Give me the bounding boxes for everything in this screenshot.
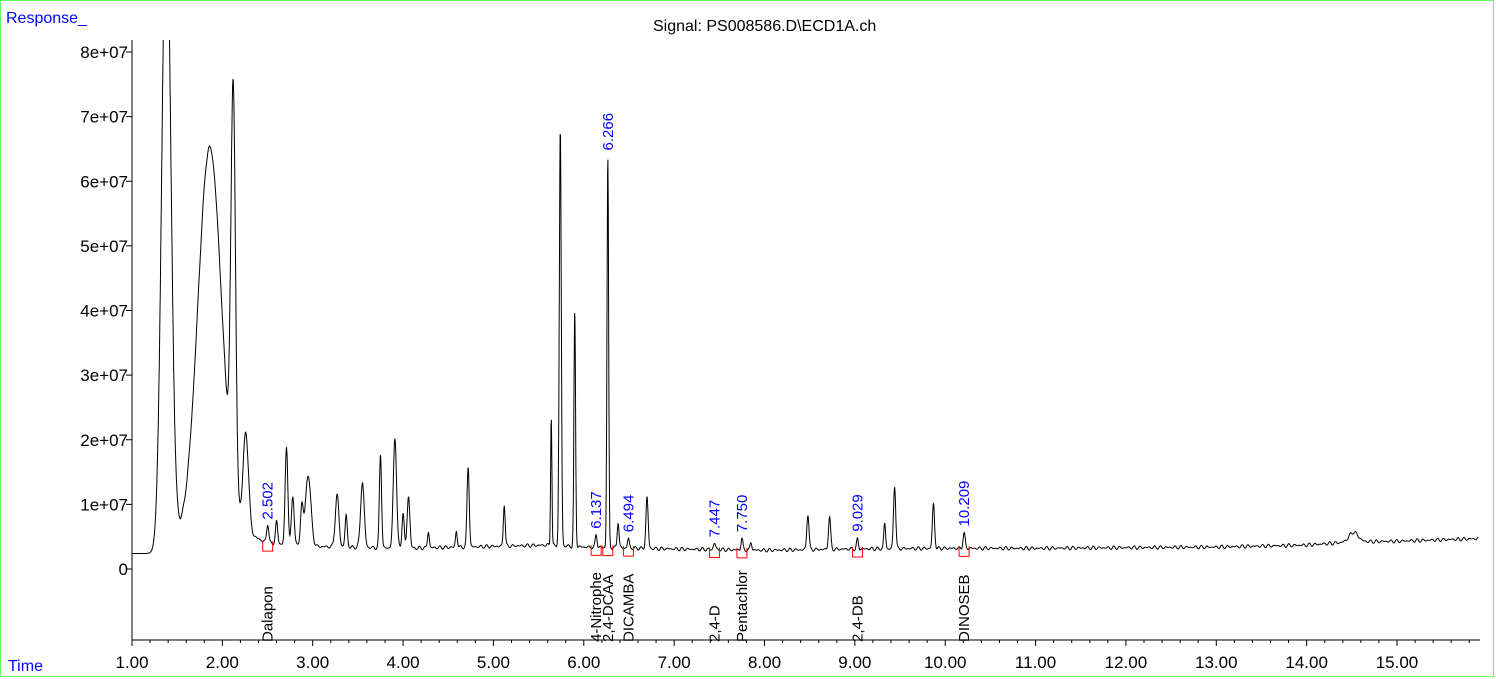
x-tick-label: 3.00 — [296, 653, 329, 672]
y-tick-label: 4e+07 — [80, 302, 128, 321]
compound-label: Pentachlor — [734, 570, 751, 642]
retention-time-label: 7.750 — [734, 495, 751, 533]
compound-label: 2,4-D — [707, 605, 724, 642]
signal-trace — [132, 40, 1479, 554]
x-tick-label: 13.00 — [1195, 653, 1238, 672]
y-tick-label: 1e+07 — [80, 495, 128, 514]
x-tick-label: 1.00 — [115, 653, 148, 672]
integration-baseline — [262, 541, 274, 552]
retention-time-label: 2.502 — [260, 482, 277, 520]
x-tick-label: 9.00 — [838, 653, 871, 672]
integration-baseline — [958, 546, 970, 557]
x-tick-label: 2.00 — [206, 653, 239, 672]
x-tick-label: 4.00 — [387, 653, 420, 672]
compound-label: Dalapon — [260, 586, 277, 642]
y-tick-label: 3e+07 — [80, 366, 128, 385]
x-tick-label: 6.00 — [567, 653, 600, 672]
y-tick-label: 0 — [119, 560, 128, 579]
retention-time-label: 6.266 — [600, 113, 617, 151]
compound-label: DINOSEB — [956, 574, 973, 642]
x-tick-label: 12.00 — [1105, 653, 1148, 672]
integration-baseline — [709, 547, 721, 559]
retention-time-label: 10.209 — [956, 481, 973, 527]
y-tick-label: 8e+07 — [80, 43, 128, 62]
chart-title: Signal: PS008586.D\ECD1A.ch — [653, 18, 877, 35]
y-tick-label: 5e+07 — [80, 237, 128, 256]
integration-baseline — [736, 547, 748, 559]
compound-label: 2,4-DB — [849, 595, 866, 642]
retention-time-label: 6.137 — [588, 491, 605, 529]
integration-baseline — [590, 545, 602, 556]
x-tick-label: 7.00 — [658, 653, 691, 672]
compound-label: 2,4-DCAA — [600, 574, 617, 642]
retention-time-label: 7.447 — [707, 500, 724, 538]
integration-baseline — [851, 546, 863, 558]
compound-label: 4-Nitrophe — [588, 572, 605, 642]
x-tick-label: 15.00 — [1376, 653, 1419, 672]
y-tick-label: 7e+07 — [80, 108, 128, 127]
x-tick-label: 10.00 — [924, 653, 967, 672]
x-tick-label: 8.00 — [748, 653, 781, 672]
x-tick-label: 11.00 — [1015, 653, 1056, 672]
y-tick-label: 2e+07 — [80, 431, 128, 450]
y-tick-label: 6e+07 — [80, 172, 128, 191]
integration-baseline — [602, 545, 614, 557]
compound-label: DICAMBA — [620, 574, 637, 642]
retention-time-label: 6.494 — [620, 495, 637, 533]
integration-baseline — [622, 546, 634, 557]
x-tick-label: 14.00 — [1285, 653, 1328, 672]
retention-time-label: 9.029 — [849, 494, 866, 532]
y-axis-title: Response_ — [6, 10, 87, 27]
x-tick-label: 5.00 — [477, 653, 510, 672]
x-axis-title: Time — [8, 658, 43, 675]
